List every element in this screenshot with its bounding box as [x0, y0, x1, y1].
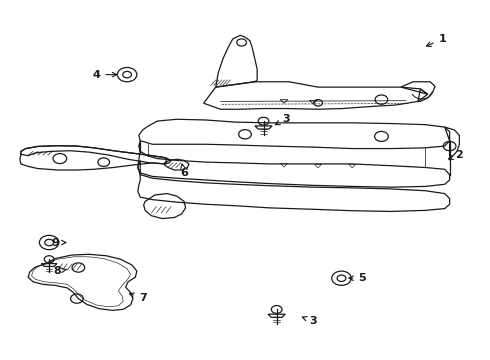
- Text: 5: 5: [349, 273, 366, 283]
- Text: 6: 6: [180, 164, 188, 178]
- Text: 3: 3: [275, 114, 290, 125]
- Text: 9: 9: [51, 238, 66, 248]
- Text: 7: 7: [129, 293, 147, 303]
- Text: 1: 1: [426, 34, 446, 46]
- Text: 3: 3: [302, 316, 317, 326]
- Text: 8: 8: [53, 266, 67, 276]
- Text: 4: 4: [93, 69, 117, 80]
- Text: 2: 2: [448, 150, 463, 160]
